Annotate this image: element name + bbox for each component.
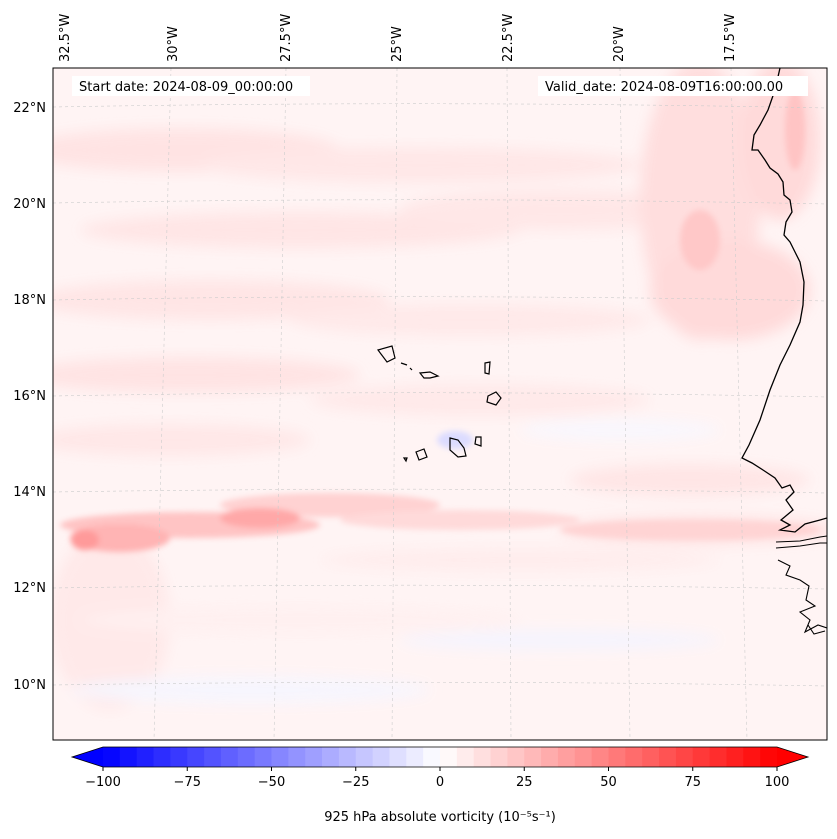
island-sao-nicolau — [418, 371, 440, 379]
colorbar-cell — [473, 747, 492, 767]
latitude-labels: 22°N 20°N 18°N 16°N 14°N 12°N 10°N — [13, 101, 46, 693]
colorbar: −100 −75 −50 −25 0 25 50 75 100 925 hPa absolute… — [70, 746, 810, 825]
colorbar-cell — [625, 747, 643, 767]
colorbar-cell — [743, 747, 761, 767]
island-santa-luzia — [409, 367, 413, 371]
island-santiago — [449, 437, 467, 458]
african-coastline — [741, 68, 827, 533]
colorbar-tick-label: 100 — [765, 775, 790, 790]
island-fogo — [415, 448, 428, 461]
colorbar-label: 925 hPa absolute vorticity (10⁻⁵s⁻¹) — [324, 810, 556, 825]
colorbar-cell — [440, 747, 458, 767]
cape-verde-islands — [376, 345, 502, 463]
colorbar-cell — [389, 747, 407, 767]
island-brava — [402, 457, 408, 463]
lat-label-10n: 10°N — [13, 678, 46, 693]
island-boa-vista — [486, 391, 502, 406]
start-date-box — [72, 76, 310, 96]
lon-label-17-5w: 17.5°W — [723, 14, 738, 62]
colorbar-cell — [608, 747, 626, 767]
colorbar-cell — [574, 747, 593, 767]
lat-label-16n: 16°N — [13, 389, 46, 404]
colorbar-cell — [675, 747, 694, 767]
lon-label-22-5w: 22.5°W — [501, 14, 516, 62]
colorbar-ticks: −100 −75 −50 −25 0 25 50 75 100 — [85, 767, 789, 790]
colorbar-cells — [103, 747, 778, 767]
colorbar-tick-label: −100 — [85, 775, 121, 790]
colorbar-cell — [220, 747, 239, 767]
colorbar-cell — [271, 747, 289, 767]
lon-label-27-5w: 27.5°W — [279, 14, 294, 62]
colorbar-cell — [760, 747, 778, 767]
colorbar-cell — [153, 747, 171, 767]
start-date-label: Start date: 2024-08-09_00:00:00 — [79, 80, 293, 95]
colorbar-cell — [524, 747, 542, 767]
colorbar-tick-label: −50 — [258, 775, 285, 790]
colorbar-cell — [372, 747, 390, 767]
lon-label-30w: 30°W — [166, 26, 181, 62]
valid-date-label: Valid_date: 2024-08-09T16:00:00.00 — [545, 80, 783, 95]
lat-label-12n: 12°N — [13, 581, 46, 596]
colorbar-cell — [338, 747, 357, 767]
colorbar-cell — [423, 747, 441, 767]
lat-label-22n: 22°N — [13, 101, 46, 116]
colorbar-tick-label: −75 — [174, 775, 201, 790]
map-frame — [52, 67, 828, 741]
vorticity-field — [53, 68, 827, 740]
island-santo-antao — [376, 345, 396, 363]
colorbar-tick-label: 50 — [600, 775, 617, 790]
colorbar-cell — [557, 747, 576, 767]
island-sal — [484, 361, 491, 375]
colorbar-cell — [187, 747, 205, 767]
colorbar-cell — [709, 747, 727, 767]
colorbar-cell — [237, 747, 256, 767]
colorbar-cell — [591, 747, 609, 767]
colorbar-cell — [204, 747, 222, 767]
lat-label-18n: 18°N — [13, 293, 46, 308]
lon-label-20w: 20°W — [612, 26, 627, 62]
colorbar-tick-label: −25 — [342, 775, 369, 790]
lon-label-25w: 25°W — [390, 26, 405, 62]
colorbar-cell — [254, 747, 272, 767]
colorbar-cell — [355, 747, 374, 767]
colorbar-cell — [170, 747, 188, 767]
colorbar-cell — [136, 747, 155, 767]
colorbar-cell — [659, 747, 677, 767]
colorbar-cell — [490, 747, 508, 767]
colorbar-cell — [103, 747, 121, 767]
colorbar-cell — [507, 747, 525, 767]
colorbar-cell — [322, 747, 340, 767]
colorbar-tick-label: 25 — [516, 775, 533, 790]
lat-label-20n: 20°N — [13, 197, 46, 212]
colorbar-cell — [406, 747, 424, 767]
colorbar-cell — [726, 747, 744, 767]
longitude-labels: 32.5°W 30°W 27.5°W 25°W 22.5°W 20°W 17.5… — [58, 14, 738, 62]
colorbar-cell — [692, 747, 711, 767]
colorbar-cell — [305, 747, 323, 767]
colorbar-cell — [288, 747, 306, 767]
colorbar-min-extension — [72, 747, 103, 767]
colorbar-tick-label: 0 — [436, 775, 444, 790]
colorbar-max-extension — [777, 747, 808, 767]
island-maio — [474, 436, 482, 447]
colorbar-cell — [642, 747, 660, 767]
valid-date-box — [538, 76, 808, 96]
colorbar-tick-label: 75 — [684, 775, 701, 790]
colorbar-cell — [541, 747, 559, 767]
gambia-coast — [775, 535, 827, 635]
vorticity-band — [60, 90, 820, 552]
lon-label-32-5w: 32.5°W — [58, 14, 73, 62]
colorbar-cell — [119, 747, 138, 767]
graticule — [53, 68, 827, 740]
island-sao-vicente — [400, 362, 408, 366]
lat-label-14n: 14°N — [13, 485, 46, 500]
colorbar-cell — [456, 747, 475, 767]
